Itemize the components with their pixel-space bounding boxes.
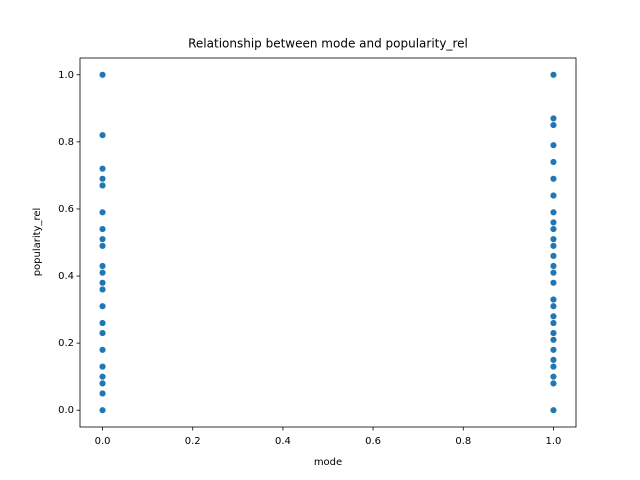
y-tick-label: 0.6 (58, 204, 74, 215)
scatter-point (98, 279, 107, 287)
y-tick-label: 0.0 (58, 405, 74, 416)
scatter-point (549, 225, 558, 233)
scatter-point (98, 319, 107, 327)
scatter-point (549, 346, 558, 354)
scatter-point (98, 131, 107, 139)
x-tick-label: 1.0 (546, 436, 562, 447)
scatter-point (549, 191, 558, 200)
chart-title: Relationship between mode and popularity… (188, 37, 468, 51)
scatter-point (98, 225, 107, 233)
scatter-point (549, 218, 558, 226)
scatter-point (549, 208, 558, 216)
x-tick-label: 0.2 (185, 436, 201, 447)
scatter-point (98, 389, 107, 398)
scatter-point (549, 319, 558, 327)
scatter-point (549, 175, 558, 183)
scatter-point (549, 121, 558, 129)
scatter-point (98, 379, 107, 387)
y-axis-label: popularity_rel (32, 208, 43, 277)
scatter-point (98, 71, 107, 79)
scatter-point (549, 295, 558, 304)
scatter-point (98, 363, 107, 371)
scatter-point (549, 406, 558, 414)
x-tick-label: 0.4 (275, 436, 291, 447)
scatter-point (549, 329, 558, 337)
scatter-point (98, 373, 107, 381)
y-tick-label: 0.8 (58, 137, 74, 148)
x-tick-label: 0.0 (95, 436, 111, 447)
y-tick-label: 1.0 (58, 70, 74, 81)
scatter-point (98, 262, 107, 270)
scatter-point (98, 235, 107, 243)
scatter-point (549, 356, 558, 364)
scatter-point (98, 285, 107, 294)
x-tick-label: 0.6 (365, 436, 381, 447)
scatter-point (98, 329, 107, 337)
scatter-point (98, 181, 107, 190)
plot-frame (79, 57, 577, 428)
scatter-point (549, 279, 558, 287)
scatter-point (98, 302, 107, 310)
scatter-point (549, 252, 558, 260)
scatter-point (98, 269, 107, 277)
scatter-point (549, 312, 558, 320)
scatter-point (549, 269, 558, 277)
scatter-point (98, 175, 107, 183)
scatter-point (98, 165, 107, 173)
scatter-point (549, 242, 558, 250)
scatter-point (549, 302, 558, 310)
y-tick-label: 0.4 (58, 271, 74, 282)
y-tick-label: 0.2 (58, 338, 74, 349)
scatter-point (549, 373, 558, 381)
scatter-point (549, 363, 558, 371)
x-axis-label: mode (314, 457, 342, 468)
scatter-point (98, 346, 107, 354)
scatter-point (549, 262, 558, 270)
scatter-point (549, 141, 558, 149)
x-tick-label: 0.8 (455, 436, 471, 447)
scatter-point (98, 406, 107, 414)
scatter-point (549, 71, 558, 79)
scatter-point (549, 379, 558, 387)
scatter-point (98, 242, 107, 250)
scatter-point (549, 158, 558, 166)
scatter-point (549, 235, 558, 243)
scatter-point (98, 208, 107, 216)
scatter-point (549, 114, 558, 122)
scatter-point (549, 336, 558, 344)
